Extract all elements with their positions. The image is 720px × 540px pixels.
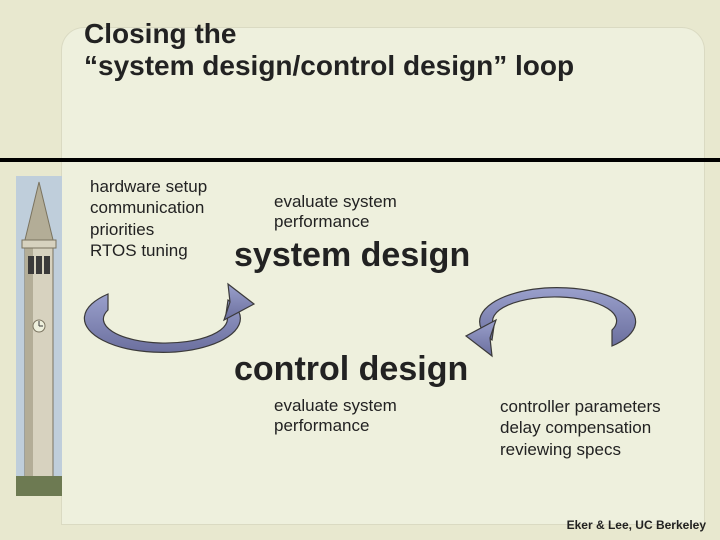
left-list: hardware setup communication priorities … xyxy=(90,176,207,261)
left-list-item: priorities xyxy=(90,219,207,240)
title-line1: Closing the xyxy=(84,18,710,50)
heading-system-design: system design xyxy=(234,236,470,275)
right-list-item: reviewing specs xyxy=(500,439,661,460)
title: Closing the “system design/control desig… xyxy=(84,18,710,90)
left-list-item: hardware setup xyxy=(90,176,207,197)
credit-text: Eker & Lee, UC Berkeley xyxy=(567,518,706,532)
right-cycle-arrow-icon xyxy=(458,270,638,370)
right-list: controller parameters delay compensation… xyxy=(500,396,661,460)
left-list-item: RTOS tuning xyxy=(90,240,207,261)
campanile-image xyxy=(16,176,62,496)
left-cycle-arrow-icon xyxy=(78,270,258,370)
title-line2: “system design/control design” loop xyxy=(84,50,710,82)
evaluate-bottom: evaluate system performance xyxy=(274,396,397,437)
heading-control-design: control design xyxy=(234,350,468,389)
right-list-item: controller parameters xyxy=(500,396,661,417)
title-underline xyxy=(0,158,720,162)
left-list-item: communication xyxy=(90,197,207,218)
evaluate-top: evaluate system performance xyxy=(274,192,397,233)
right-list-item: delay compensation xyxy=(500,417,661,438)
